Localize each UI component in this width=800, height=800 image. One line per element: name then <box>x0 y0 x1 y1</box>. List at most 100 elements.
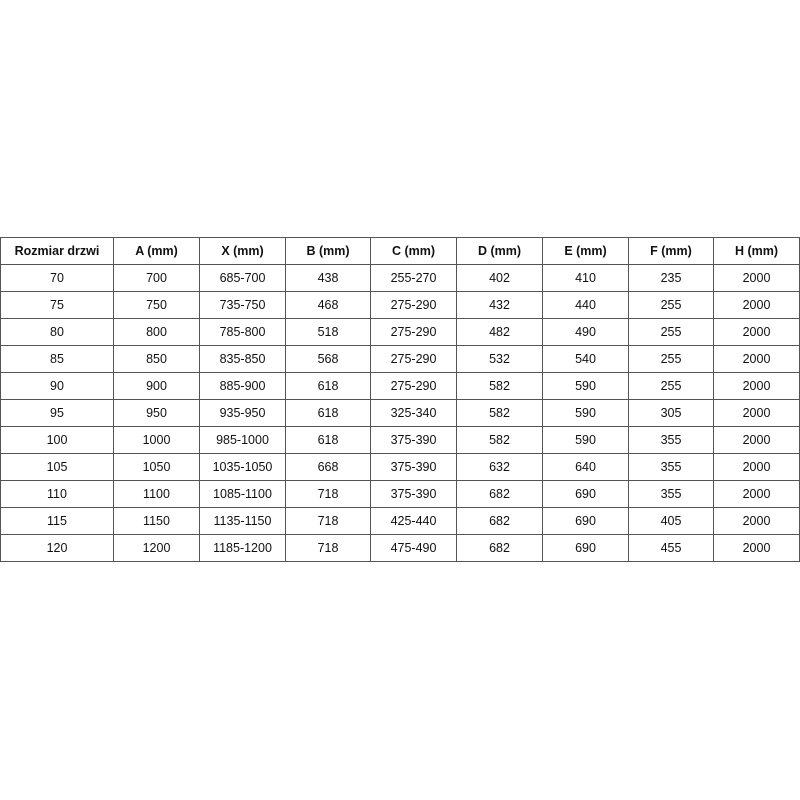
table-cell: 1135-1150 <box>199 507 286 535</box>
dimensions-table: Rozmiar drzwi A (mm) X (mm) B (mm) C (mm) D (… <box>0 237 800 562</box>
table-cell: 885-900 <box>199 372 286 400</box>
table-cell: 682 <box>456 507 543 535</box>
column-header: H (mm) <box>713 237 800 265</box>
table-cell: 750 <box>113 291 200 319</box>
table-cell: 682 <box>456 534 543 562</box>
header-row: Rozmiar drzwi A (mm) X (mm) B (mm) C (mm) D (… <box>0 237 800 265</box>
table-cell: 590 <box>542 372 629 400</box>
table-cell: 582 <box>456 372 543 400</box>
table-row: 80 800 785-800 518 275-290 482 490 255 2000 <box>0 318 800 346</box>
table-cell: 1150 <box>113 507 200 535</box>
column-header: D (mm) <box>456 237 543 265</box>
column-header: F (mm) <box>628 237 714 265</box>
table-cell: 305 <box>628 399 714 427</box>
table-cell: 1000 <box>113 426 200 454</box>
table-cell: 2000 <box>713 534 800 562</box>
table-cell: 518 <box>285 318 371 346</box>
table-cell: 275-290 <box>370 318 457 346</box>
table-cell: 105 <box>0 453 114 481</box>
table-cell: 1200 <box>113 534 200 562</box>
table-row: 115 1150 1135-1150 718 425-440 682 690 405 2000 <box>0 507 800 535</box>
table-cell: 690 <box>542 507 629 535</box>
table-cell: 80 <box>0 318 114 346</box>
table-cell: 2000 <box>713 372 800 400</box>
table-cell: 1085-1100 <box>199 480 286 508</box>
table-cell: 275-290 <box>370 291 457 319</box>
table-cell: 985-1000 <box>199 426 286 454</box>
table-cell: 1100 <box>113 480 200 508</box>
table-cell: 568 <box>285 345 371 373</box>
table-cell: 375-390 <box>370 480 457 508</box>
table-cell: 490 <box>542 318 629 346</box>
table-cell: 355 <box>628 426 714 454</box>
table-cell: 432 <box>456 291 543 319</box>
table-cell: 275-290 <box>370 372 457 400</box>
table-cell: 100 <box>0 426 114 454</box>
table-cell: 355 <box>628 480 714 508</box>
table-cell: 640 <box>542 453 629 481</box>
table-cell: 950 <box>113 399 200 427</box>
table-cell: 75 <box>0 291 114 319</box>
table-cell: 115 <box>0 507 114 535</box>
table-row: 95 950 935-950 618 325-340 582 590 305 2000 <box>0 399 800 427</box>
table-cell: 475-490 <box>370 534 457 562</box>
table-cell: 582 <box>456 426 543 454</box>
table-cell: 540 <box>542 345 629 373</box>
table-cell: 120 <box>0 534 114 562</box>
table-cell: 735-750 <box>199 291 286 319</box>
table-cell: 618 <box>285 372 371 400</box>
table-cell: 2000 <box>713 264 800 292</box>
table-cell: 718 <box>285 480 371 508</box>
table-cell: 590 <box>542 399 629 427</box>
table-cell: 90 <box>0 372 114 400</box>
table-cell: 2000 <box>713 426 800 454</box>
table-cell: 835-850 <box>199 345 286 373</box>
table-cell: 2000 <box>713 399 800 427</box>
table-cell: 355 <box>628 453 714 481</box>
column-header: B (mm) <box>285 237 371 265</box>
table-cell: 685-700 <box>199 264 286 292</box>
table-cell: 410 <box>542 264 629 292</box>
table-cell: 440 <box>542 291 629 319</box>
table-cell: 255 <box>628 291 714 319</box>
table-cell: 800 <box>113 318 200 346</box>
table-cell: 85 <box>0 345 114 373</box>
table-cell: 455 <box>628 534 714 562</box>
table-cell: 718 <box>285 507 371 535</box>
table-row: 100 1000 985-1000 618 375-390 582 590 355 2000 <box>0 426 800 454</box>
table-cell: 405 <box>628 507 714 535</box>
table-cell: 690 <box>542 534 629 562</box>
table-cell: 438 <box>285 264 371 292</box>
table-cell: 375-390 <box>370 426 457 454</box>
column-header: X (mm) <box>199 237 286 265</box>
column-header: A (mm) <box>113 237 200 265</box>
table-cell: 582 <box>456 399 543 427</box>
table-cell: 275-290 <box>370 345 457 373</box>
table-cell: 425-440 <box>370 507 457 535</box>
table-row: 70 700 685-700 438 255-270 402 410 235 2000 <box>0 264 800 292</box>
table-row: 105 1050 1035-1050 668 375-390 632 640 355 2000 <box>0 453 800 481</box>
table-cell: 70 <box>0 264 114 292</box>
column-header: Rozmiar drzwi <box>0 237 114 265</box>
table-cell: 1185-1200 <box>199 534 286 562</box>
table-cell: 690 <box>542 480 629 508</box>
table-cell: 632 <box>456 453 543 481</box>
table-cell: 2000 <box>713 291 800 319</box>
table-row: 110 1100 1085-1100 718 375-390 682 690 355 2000 <box>0 480 800 508</box>
table-row: 75 750 735-750 468 275-290 432 440 255 2000 <box>0 291 800 319</box>
table-cell: 900 <box>113 372 200 400</box>
table-cell: 618 <box>285 426 371 454</box>
table-cell: 95 <box>0 399 114 427</box>
table-cell: 255-270 <box>370 264 457 292</box>
table-cell: 255 <box>628 345 714 373</box>
table-cell: 2000 <box>713 318 800 346</box>
table-cell: 2000 <box>713 453 800 481</box>
table-cell: 700 <box>113 264 200 292</box>
table-row: 120 1200 1185-1200 718 475-490 682 690 455 2000 <box>0 534 800 562</box>
column-header: E (mm) <box>542 237 629 265</box>
table-cell: 590 <box>542 426 629 454</box>
table-cell: 110 <box>0 480 114 508</box>
table-cell: 668 <box>285 453 371 481</box>
table-cell: 718 <box>285 534 371 562</box>
table-cell: 255 <box>628 372 714 400</box>
